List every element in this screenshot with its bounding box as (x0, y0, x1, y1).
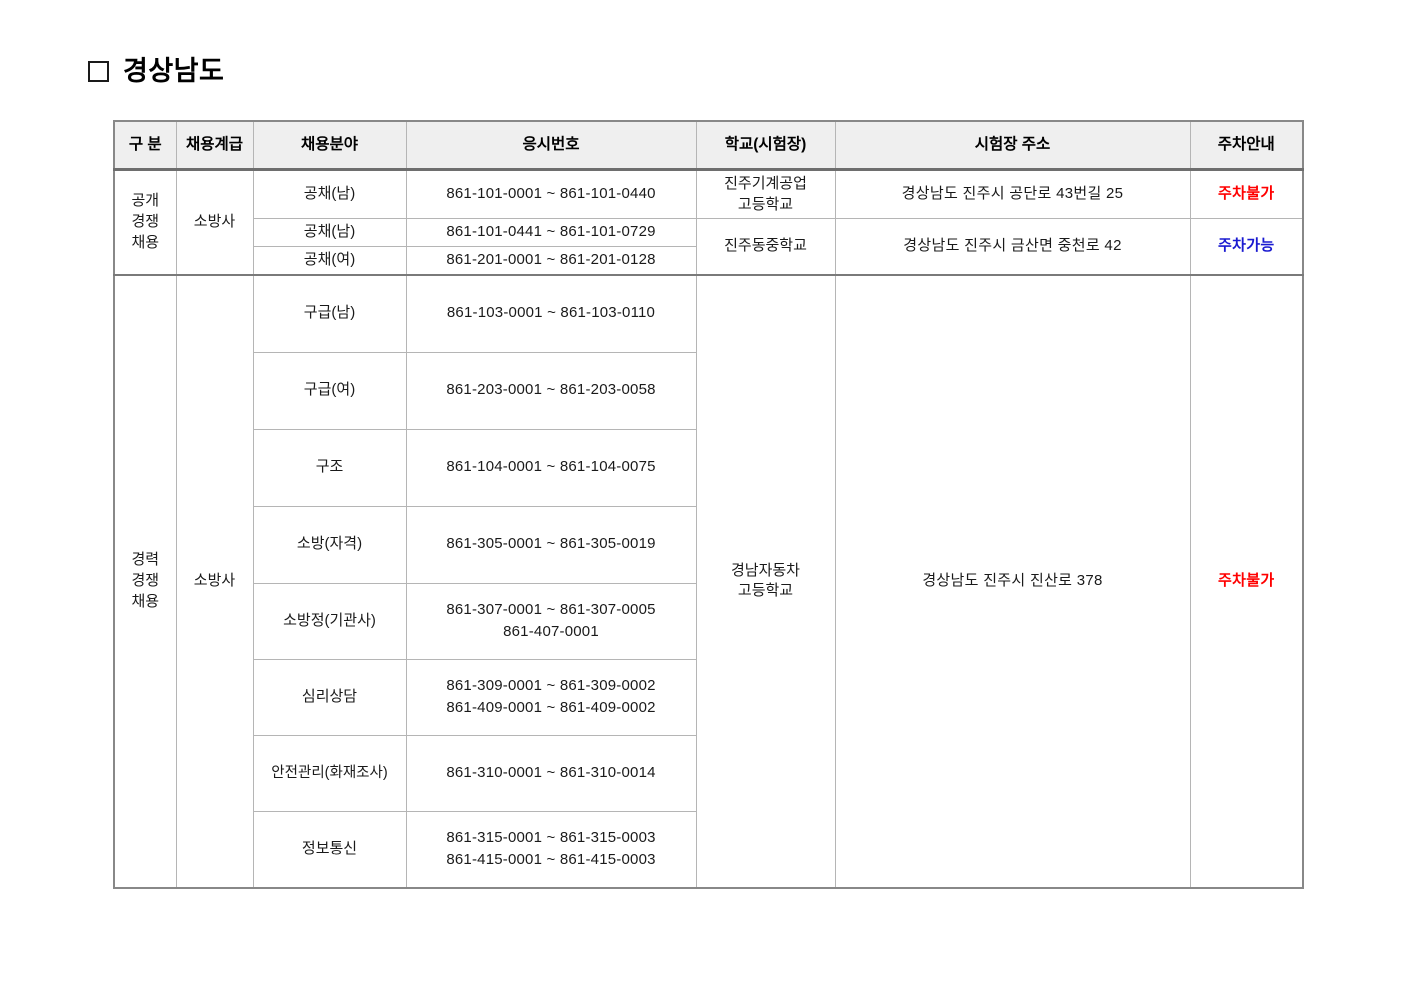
table-row: 심리상담 861-309-0001 ~ 861-309-0002 861-409… (114, 658, 1303, 736)
cell-field: 공채(남) (252, 168, 407, 220)
cell-exam-numbers: 861-101-0001 ~ 861-101-0440 (405, 168, 697, 220)
school-line: 고등학교 (737, 195, 794, 213)
cell-parking-status: 주차불가 (1189, 168, 1304, 220)
exam-number-line: 861-101-0441 ~ 861-101-0729 (446, 223, 656, 241)
exam-number-line: 861-203-0001 ~ 861-203-0058 (446, 381, 656, 399)
cell-address: 경상남도 진주시 공단로 43번길 25 (834, 168, 1191, 220)
exam-number-line: 861-104-0001 ~ 861-104-0075 (446, 458, 656, 476)
cell-exam-numbers: 861-315-0001 ~ 861-315-0003 861-415-0001… (405, 810, 697, 889)
exam-number-line: 861-315-0001 ~ 861-315-0003 (446, 829, 656, 847)
exam-venue-table-container: 구 분 채용계급 채용분야 응시번호 학교(시험장) 시험장 주소 주차안내 공… (113, 120, 1304, 889)
column-header-address: 시험장 주소 (834, 120, 1191, 171)
cell-exam-numbers: 861-201-0001 ~ 861-201-0128 (405, 246, 697, 276)
cell-parking-status: 주차불가 (1189, 273, 1304, 889)
school-line: 고등학교 (737, 582, 794, 600)
cell-school: 경남자동차 고등학교 (695, 273, 836, 889)
cell-field: 공채(남) (252, 218, 407, 248)
table-row: 소방(자격) 861-305-0001 ~ 861-305-0019 (114, 505, 1303, 584)
cell-field: 구급(여) (252, 351, 407, 430)
cell-exam-numbers: 861-307-0001 ~ 861-307-0005 861-407-0001 (405, 582, 697, 660)
exam-number-line: 861-101-0001 ~ 861-101-0440 (446, 185, 656, 203)
cell-field: 구급(남) (252, 273, 407, 353)
cell-field: 공채(여) (252, 246, 407, 276)
cell-field: 소방(자격) (252, 505, 407, 584)
page-title-text: 경상남도 (123, 56, 225, 86)
cell-field: 심리상담 (252, 658, 407, 736)
gubun-line: 경쟁 (131, 571, 160, 589)
table-row: 구조 861-104-0001 ~ 861-104-0075 (114, 428, 1303, 507)
gubun-line: 공개 (131, 192, 160, 210)
cell-exam-numbers: 861-104-0001 ~ 861-104-0075 (405, 428, 697, 507)
column-header-grade: 채용계급 (175, 120, 254, 171)
cell-address: 경상남도 진주시 진산로 378 (834, 273, 1191, 889)
exam-number-line: 861-415-0001 ~ 861-415-0003 (446, 850, 656, 868)
table-row: 구급(여) 861-203-0001 ~ 861-203-0058 (114, 351, 1303, 430)
exam-number-line: 861-309-0001 ~ 861-309-0002 (446, 677, 656, 695)
column-header-field: 채용분야 (252, 120, 407, 171)
cell-school: 진주동중학교 (695, 218, 836, 276)
cell-exam-numbers: 861-310-0001 ~ 861-310-0014 (405, 734, 697, 812)
table-row: 공개 경쟁 채용 소방사 공채(남) 861-101-0001 ~ 861-10… (113, 168, 1304, 276)
exam-number-line: 861-103-0001 ~ 861-103-0110 (446, 304, 656, 322)
column-header-gubun: 구 분 (113, 120, 177, 171)
table-row: 안전관리(화재조사) 861-310-0001 ~ 861-310-0014 (114, 734, 1303, 812)
gubun-line: 경쟁 (131, 213, 160, 231)
exam-number-line: 861-201-0001 ~ 861-201-0128 (446, 251, 656, 269)
table-row: 소방정(기관사) 861-307-0001 ~ 861-307-0005 861… (114, 582, 1303, 660)
gubun-line: 채용 (131, 592, 160, 610)
cell-exam-numbers: 861-305-0001 ~ 861-305-0019 (405, 505, 697, 584)
cell-address: 경상남도 진주시 금산면 중천로 42 (834, 218, 1191, 276)
gubun-line: 채용 (131, 233, 160, 251)
table-row: 정보통신 861-315-0001 ~ 861-315-0003 861-415… (114, 810, 1303, 889)
cell-exam-numbers: 861-203-0001 ~ 861-203-0058 (405, 351, 697, 430)
exam-number-line: 861-307-0001 ~ 861-307-0005 (446, 601, 656, 619)
cell-field: 정보통신 (252, 810, 407, 889)
table-body: 공개 경쟁 채용 소방사 공채(남) 861-101-0001 ~ 861-10… (113, 168, 1304, 889)
table-header-row: 구 분 채용계급 채용분야 응시번호 학교(시험장) 시험장 주소 주차안내 (113, 120, 1304, 171)
cell-school: 진주기계공업 고등학교 (695, 168, 836, 220)
column-header-number: 응시번호 (405, 120, 697, 171)
cell-field: 소방정(기관사) (252, 582, 407, 660)
school-line: 진주기계공업 (724, 175, 807, 192)
exam-venue-table: 구 분 채용계급 채용분야 응시번호 학교(시험장) 시험장 주소 주차안내 공… (113, 120, 1304, 889)
cell-gubun-career: 경력 경쟁 채용 (113, 273, 177, 889)
exam-number-line: 861-305-0001 ~ 861-305-0019 (446, 535, 656, 553)
cell-parking-status: 주차가능 (1189, 218, 1304, 276)
table-row: 경력 경쟁 채용 소방사 구급(남) 861-103-0001 ~ 861-10… (113, 273, 1304, 889)
table-row: 공채(남) 861-101-0441 ~ 861-101-0729 진주동중학교… (114, 218, 1304, 276)
cell-field: 구조 (252, 428, 407, 507)
cell-gubun-open: 공개 경쟁 채용 (113, 168, 177, 276)
exam-number-line: 861-310-0001 ~ 861-310-0014 (446, 763, 656, 781)
school-line: 진주동중학교 (724, 237, 807, 255)
exam-number-line: 861-409-0001 ~ 861-409-0002 (446, 698, 656, 716)
column-header-parking: 주차안내 (1189, 120, 1304, 171)
cell-field: 안전관리(화재조사) (252, 734, 407, 812)
table-header: 구 분 채용계급 채용분야 응시번호 학교(시험장) 시험장 주소 주차안내 (113, 120, 1304, 171)
table-row: 공채(여) 861-201-0001 ~ 861-201-0128 (114, 246, 1303, 276)
cell-grade: 소방사 (175, 273, 254, 889)
cell-grade: 소방사 (175, 168, 254, 276)
square-bullet-icon (88, 61, 109, 82)
page-title: 경상남도 (88, 58, 224, 85)
exam-number-line: 861-407-0001 (503, 622, 599, 640)
column-header-school: 학교(시험장) (695, 120, 836, 171)
cell-exam-numbers: 861-101-0441 ~ 861-101-0729 (405, 218, 697, 248)
school-line: 경남자동차 (730, 561, 800, 579)
gubun-line: 경력 (131, 551, 160, 569)
cell-exam-numbers: 861-309-0001 ~ 861-309-0002 861-409-0001… (405, 658, 697, 736)
cell-exam-numbers: 861-103-0001 ~ 861-103-0110 (405, 273, 697, 353)
